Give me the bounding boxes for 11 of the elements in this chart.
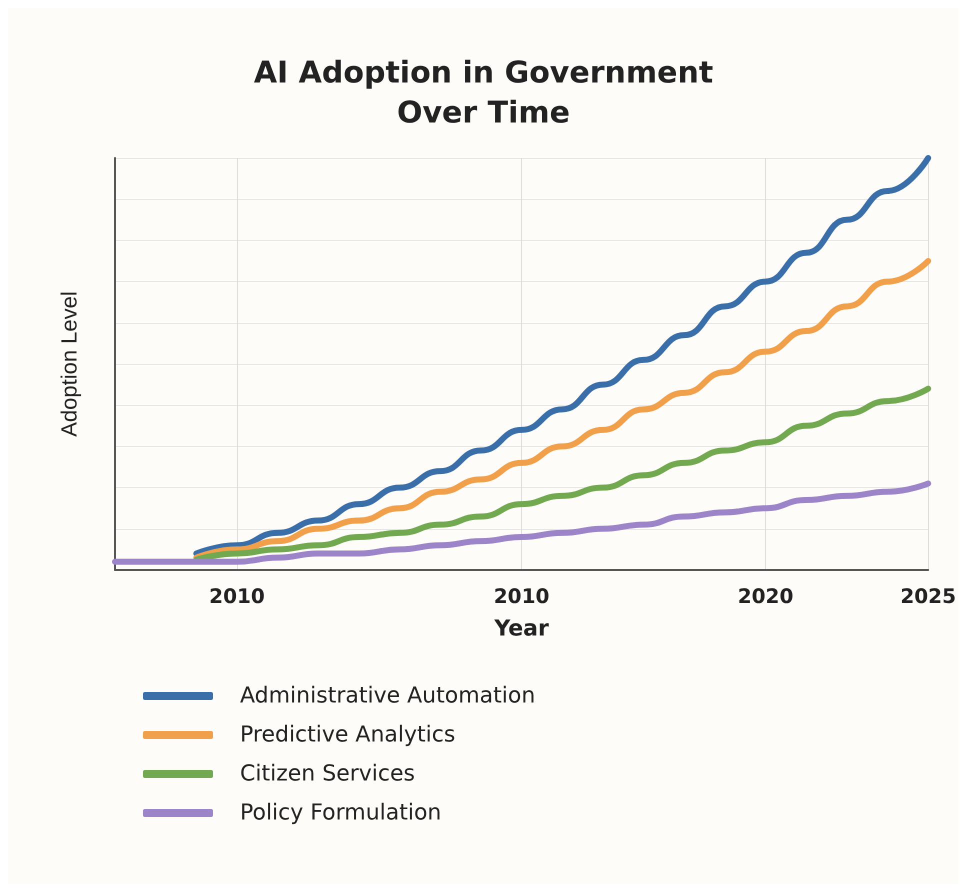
- x-tick-label: 2010: [209, 584, 265, 608]
- x-tick-label: 2025: [900, 584, 956, 608]
- x-tick-label: 2010: [494, 584, 550, 608]
- y-axis-title: Adoption Level: [56, 291, 82, 437]
- legend-label: Administrative Automation: [240, 684, 536, 708]
- legend-label: Policy Formulation: [240, 800, 442, 826]
- chart-title: AI Adoption in Government Over Time: [254, 56, 714, 130]
- x-tick-label: 2020: [738, 584, 794, 608]
- legend-label: Predictive Analytics: [240, 722, 456, 748]
- legend-label: Citizen Services: [240, 762, 416, 786]
- x-axis-title: Year: [493, 616, 549, 642]
